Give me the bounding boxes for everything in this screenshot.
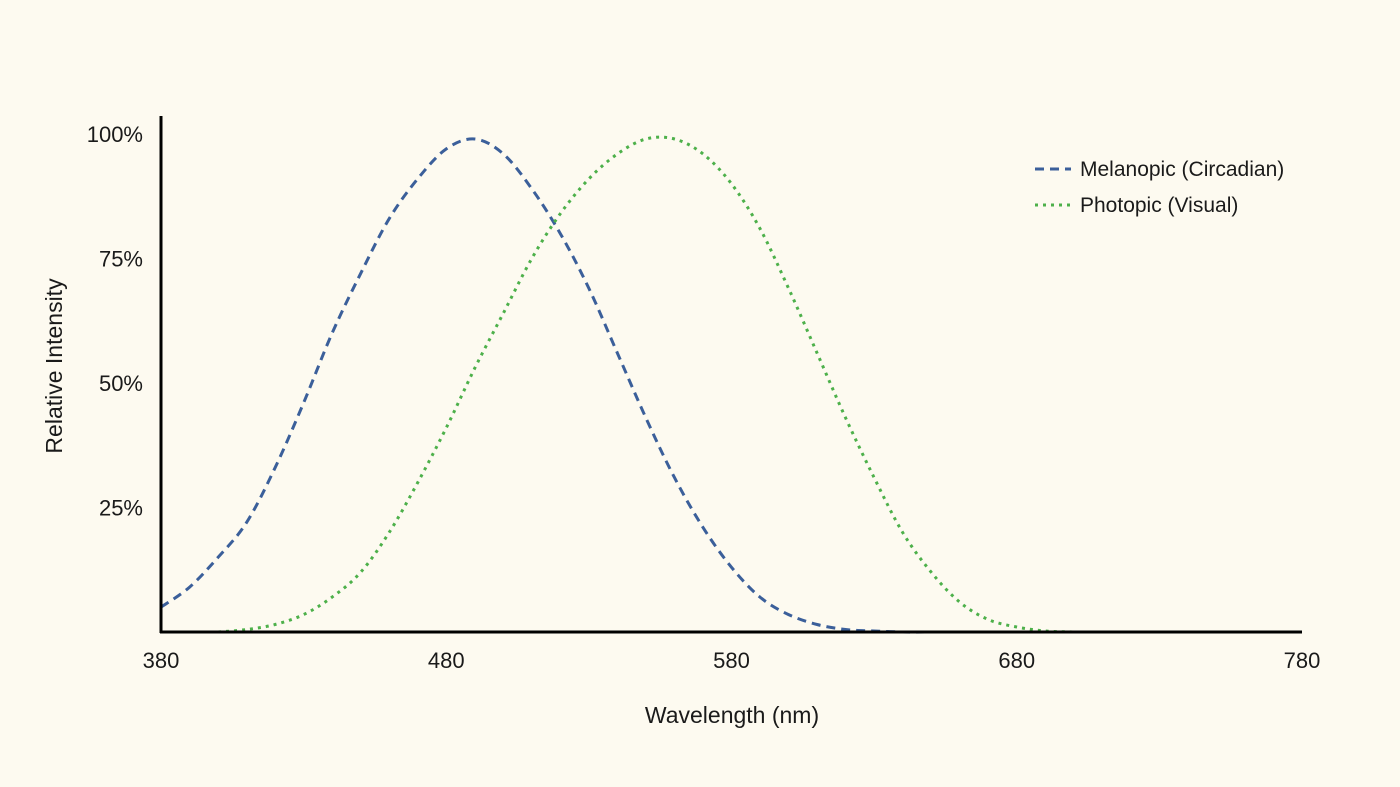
legend: Melanopic (Circadian) Photopic (Visual) [1035,158,1284,217]
y-tick-label: 25% [99,496,143,521]
x-tick-label: 380 [143,648,180,673]
series-line-1 [160,137,932,634]
legend-label: Melanopic (Circadian) [1080,158,1284,181]
plot-lines [160,135,1074,634]
y-tick-label: 50% [99,371,143,396]
legend-label: Photopic (Visual) [1080,194,1238,217]
x-axis-title: Wavelength (nm) [645,702,819,728]
x-tick-label: 580 [713,648,750,673]
x-tick-label: 680 [998,648,1035,673]
y-tick-label: 75% [99,247,143,272]
x-tick-labels: 380 480 580 680 780 [143,648,1321,673]
x-tick-label: 480 [428,648,465,673]
x-tick-label: 780 [1284,648,1321,673]
y-tick-labels: 25% 50% 75% 100% [87,122,143,521]
y-tick-label: 100% [87,122,143,147]
series-line-2 [217,135,1074,634]
y-axis-title: Relative Intensity [41,278,67,454]
